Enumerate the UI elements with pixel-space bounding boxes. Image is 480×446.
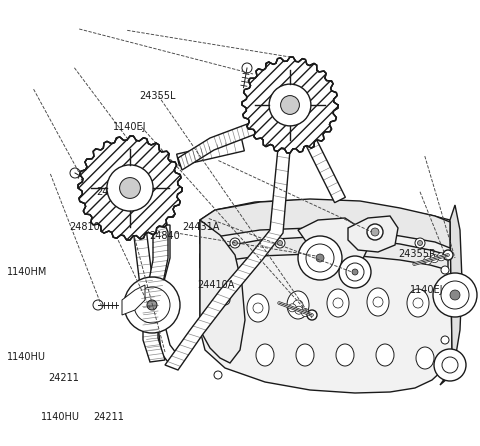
Circle shape (269, 84, 311, 126)
Ellipse shape (376, 344, 394, 366)
Circle shape (316, 254, 324, 262)
Circle shape (333, 298, 343, 308)
Circle shape (281, 95, 300, 115)
Text: 1140HM: 1140HM (7, 267, 48, 277)
Circle shape (441, 266, 449, 274)
Circle shape (431, 255, 438, 263)
Text: 1140HU: 1140HU (7, 352, 46, 362)
Polygon shape (200, 220, 245, 363)
Ellipse shape (247, 294, 269, 322)
Polygon shape (200, 199, 450, 248)
Polygon shape (148, 225, 183, 362)
Circle shape (93, 300, 103, 310)
Ellipse shape (287, 291, 309, 319)
Polygon shape (178, 113, 288, 170)
Text: 24355L: 24355L (139, 91, 176, 101)
Circle shape (433, 273, 477, 317)
Circle shape (214, 371, 222, 379)
Circle shape (352, 269, 358, 275)
Text: 1140EJ: 1140EJ (113, 122, 146, 132)
Circle shape (293, 300, 303, 310)
Circle shape (339, 256, 371, 288)
Circle shape (232, 240, 238, 245)
Circle shape (373, 238, 383, 248)
Circle shape (230, 238, 240, 248)
Circle shape (242, 63, 252, 73)
Circle shape (253, 303, 263, 313)
Ellipse shape (407, 289, 429, 317)
Circle shape (367, 224, 383, 240)
Circle shape (434, 349, 466, 381)
Circle shape (437, 253, 445, 261)
Polygon shape (298, 218, 368, 272)
Circle shape (275, 238, 285, 248)
Polygon shape (122, 285, 145, 315)
Text: 24211: 24211 (48, 373, 79, 383)
Text: 1140EJ: 1140EJ (410, 285, 444, 295)
Circle shape (327, 240, 333, 245)
Circle shape (220, 295, 230, 305)
Polygon shape (440, 205, 462, 385)
Polygon shape (78, 136, 182, 240)
Ellipse shape (256, 344, 274, 366)
Polygon shape (143, 220, 168, 362)
Circle shape (424, 256, 432, 264)
Circle shape (214, 326, 222, 334)
Text: 24431A: 24431A (182, 223, 220, 232)
Ellipse shape (296, 344, 314, 366)
Polygon shape (165, 148, 290, 370)
Circle shape (301, 309, 310, 317)
Circle shape (325, 238, 335, 248)
Ellipse shape (367, 288, 389, 316)
Text: 24355R: 24355R (398, 249, 436, 259)
Text: 24211: 24211 (94, 412, 124, 422)
Ellipse shape (416, 347, 434, 369)
Polygon shape (305, 137, 346, 202)
Circle shape (107, 165, 153, 211)
Circle shape (124, 277, 180, 333)
Text: 24312: 24312 (96, 187, 127, 197)
Polygon shape (200, 237, 448, 270)
Polygon shape (242, 57, 338, 153)
Circle shape (413, 298, 423, 308)
Circle shape (120, 178, 140, 198)
Circle shape (277, 240, 283, 245)
Circle shape (375, 240, 381, 245)
Circle shape (373, 297, 383, 307)
Circle shape (443, 250, 453, 260)
Circle shape (450, 290, 460, 300)
Text: 1140HU: 1140HU (41, 412, 80, 422)
Text: 24840: 24840 (149, 231, 180, 241)
Ellipse shape (327, 289, 349, 317)
Circle shape (214, 266, 222, 274)
Circle shape (147, 300, 157, 310)
Circle shape (307, 310, 317, 320)
Circle shape (371, 228, 379, 236)
Circle shape (70, 168, 80, 178)
Text: 24410A: 24410A (197, 281, 234, 290)
Circle shape (295, 306, 303, 314)
Text: 24810: 24810 (70, 223, 100, 232)
Circle shape (418, 240, 422, 245)
Polygon shape (177, 139, 244, 166)
Circle shape (441, 336, 449, 344)
Polygon shape (200, 200, 452, 393)
Circle shape (223, 297, 228, 302)
Polygon shape (348, 216, 398, 252)
Ellipse shape (336, 344, 354, 366)
Polygon shape (133, 231, 161, 356)
Circle shape (415, 238, 425, 248)
Circle shape (288, 304, 296, 312)
Circle shape (298, 236, 342, 280)
